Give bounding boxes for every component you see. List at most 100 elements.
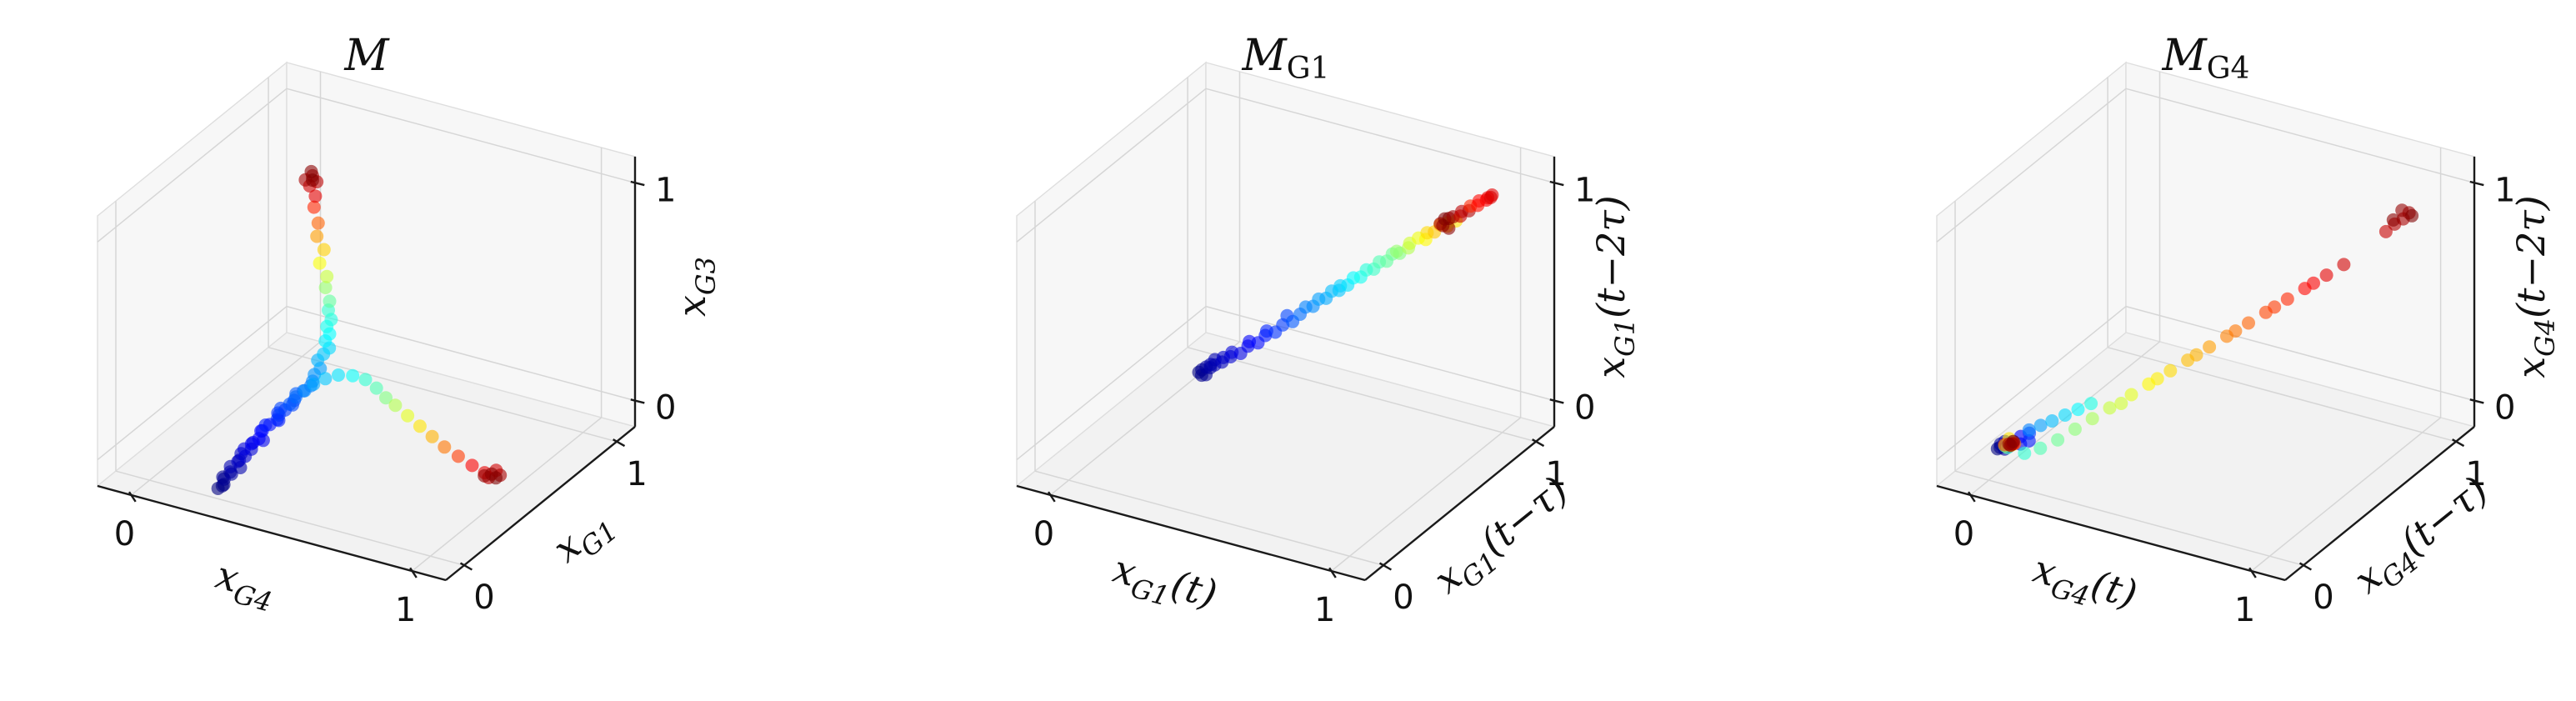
gridline-leftwall-z xyxy=(1936,306,2127,461)
y-axis-line xyxy=(445,425,636,581)
scatter-point xyxy=(2319,268,2333,283)
scatter-point xyxy=(258,418,273,432)
x-axis-label: xG1(t) xyxy=(1107,546,1222,624)
z-tick-label: 1 xyxy=(2494,171,2515,209)
scatter-series xyxy=(1990,203,2419,460)
scatter-point xyxy=(311,216,325,230)
y-tick xyxy=(1532,438,1545,448)
z-axis-label: xG4(t−2τ) xyxy=(2508,195,2561,378)
x-tick-label: 0 xyxy=(1033,515,1054,553)
z-tick-label: 1 xyxy=(655,171,676,209)
x-tick-label: 1 xyxy=(2234,591,2255,629)
scatter-point xyxy=(2124,388,2138,402)
gridline-leftwall-z xyxy=(1936,88,2127,243)
scatter-point xyxy=(2114,397,2128,410)
scatter-point xyxy=(2307,276,2320,290)
scatter-point xyxy=(2085,412,2099,426)
gridline-floor-x xyxy=(131,341,321,496)
scatter-point xyxy=(2163,363,2178,378)
z-axis-label: xG1(t−2τ) xyxy=(1588,195,1641,378)
scatter-point xyxy=(2395,203,2409,218)
z-tick xyxy=(1549,398,1564,404)
y-axis-line xyxy=(1364,425,1555,581)
scatter-point xyxy=(346,368,360,383)
scatter-point xyxy=(2051,433,2065,447)
scatter-point xyxy=(425,429,439,443)
x-tick xyxy=(1967,491,1976,503)
scatter-point xyxy=(2405,208,2419,223)
plot-title: M xyxy=(343,31,390,81)
scatter-point xyxy=(2242,316,2255,330)
x-tick xyxy=(128,491,137,503)
scatter-point xyxy=(484,467,498,481)
scatter-point xyxy=(308,189,323,203)
plot-title: MG1 xyxy=(1242,31,1330,86)
gridline-floor-y xyxy=(1034,470,1384,566)
scatter-point xyxy=(379,391,393,405)
plot-title: MG4 xyxy=(2162,31,2250,86)
scatter-point xyxy=(438,440,452,454)
x-tick xyxy=(1047,491,1056,503)
y-tick-label: 0 xyxy=(1393,578,1413,617)
x-tick xyxy=(1328,567,1337,578)
x-axis-line xyxy=(1016,484,1366,582)
gridline-backwall-z xyxy=(1205,305,1555,402)
x-tick-label: 0 xyxy=(1953,515,1974,553)
scatter-point xyxy=(318,281,333,294)
z-tick xyxy=(630,398,645,404)
y-tick xyxy=(2298,562,2312,571)
scatter-point xyxy=(310,229,324,243)
scatter-point xyxy=(369,381,383,395)
z-tick xyxy=(630,180,645,187)
scatter-series xyxy=(1192,188,1499,383)
scatter-point xyxy=(2150,372,2164,386)
scatter-point xyxy=(2045,414,2059,428)
scatter-point xyxy=(2337,258,2351,272)
x-axis-label: xG4(t) xyxy=(2027,546,2142,624)
gridline-leftwall-z xyxy=(97,306,288,461)
scatter-point xyxy=(307,378,321,391)
scatter-point xyxy=(401,408,415,423)
gridline-backwall-z xyxy=(1205,88,1555,184)
gridline-leftwall-z xyxy=(1016,88,1207,243)
scatter-point xyxy=(2022,423,2036,437)
scatter-point xyxy=(2189,348,2203,362)
x-axis-label: xG4 xyxy=(209,552,281,618)
scatter-point xyxy=(2033,418,2048,433)
y-tick-label: 1 xyxy=(2465,455,2486,493)
scatter-point xyxy=(1389,244,1403,258)
gridline-floor-y xyxy=(1954,470,2304,566)
y-tick xyxy=(2452,438,2465,448)
scatter-point xyxy=(332,368,345,382)
gridline-backwall-z xyxy=(2125,305,2475,402)
y-tick xyxy=(459,562,473,571)
scatter-point xyxy=(2378,224,2393,238)
gridline-backwall-z xyxy=(286,88,636,184)
z-axis-label: xG3 xyxy=(669,257,722,317)
gridline-backwall-z xyxy=(286,305,636,402)
x-axis-line xyxy=(1936,484,2286,582)
scatter-point xyxy=(2033,441,2048,455)
gridline-backwall-z xyxy=(2125,88,2475,184)
x-tick xyxy=(2248,567,2257,578)
scatter-point xyxy=(306,173,319,188)
z-tick-label: 0 xyxy=(655,389,676,428)
scatter-point xyxy=(2003,438,2018,453)
gridline-leftwall-z xyxy=(1016,306,1207,461)
x-tick xyxy=(409,567,418,578)
scatter-point xyxy=(2058,408,2072,422)
scatter-point xyxy=(2280,292,2294,306)
y-tick-label: 0 xyxy=(473,578,494,617)
x-axis-line xyxy=(97,484,447,582)
scatter-point xyxy=(358,373,373,387)
scatter-point xyxy=(451,449,465,463)
z-tick xyxy=(2469,398,2484,404)
scatter-point xyxy=(2268,300,2282,314)
scatter-point xyxy=(313,256,327,270)
scatter-point xyxy=(465,458,479,473)
scatter-point xyxy=(2103,401,2117,415)
scatter-point xyxy=(1483,190,1498,204)
x-tick-label: 0 xyxy=(114,515,135,553)
